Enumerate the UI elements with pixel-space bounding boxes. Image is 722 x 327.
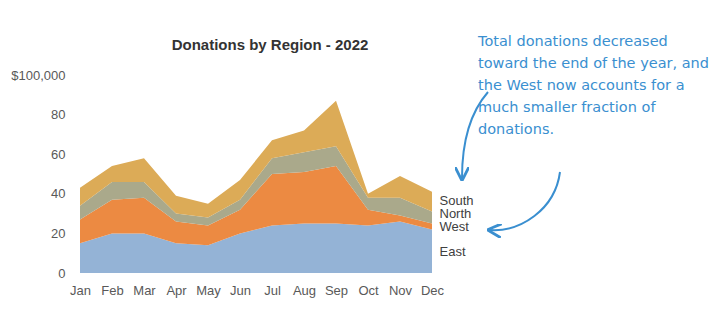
svg-text:Feb: Feb	[101, 283, 123, 298]
svg-text:Dec: Dec	[421, 283, 445, 298]
svg-text:Oct: Oct	[358, 283, 379, 298]
svg-text:20: 20	[51, 226, 65, 241]
svg-text:West: West	[440, 219, 470, 234]
svg-text:80: 80	[51, 107, 65, 122]
svg-text:0: 0	[58, 266, 65, 281]
svg-text:May: May	[196, 283, 221, 298]
svg-text:Mar: Mar	[133, 283, 156, 298]
svg-text:$100,000: $100,000	[11, 68, 65, 83]
html-text:Donations by Region - 2022: Donations by Region - 2022	[171, 36, 369, 53]
svg-text:Apr: Apr	[166, 283, 187, 298]
svg-text:North: North	[440, 206, 472, 221]
svg-text:60: 60	[51, 147, 65, 162]
svg-text:Aug: Aug	[293, 283, 316, 298]
html-text:Total donations decreased towa: Total donations decreased toward the end…	[478, 33, 709, 137]
svg-text:Sep: Sep	[325, 283, 348, 298]
svg-text:Jun: Jun	[230, 283, 251, 298]
svg-text:Jul: Jul	[264, 283, 281, 298]
svg-text:Jan: Jan	[70, 283, 91, 298]
svg-text:East: East	[440, 244, 466, 259]
svg-text:40: 40	[51, 186, 65, 201]
svg-text:South: South	[440, 193, 474, 208]
svg-text:Nov: Nov	[389, 283, 413, 298]
